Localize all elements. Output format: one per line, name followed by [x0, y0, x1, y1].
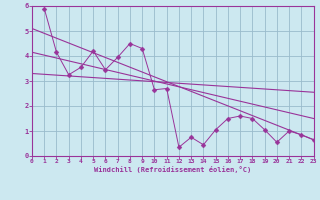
X-axis label: Windchill (Refroidissement éolien,°C): Windchill (Refroidissement éolien,°C): [94, 166, 252, 173]
